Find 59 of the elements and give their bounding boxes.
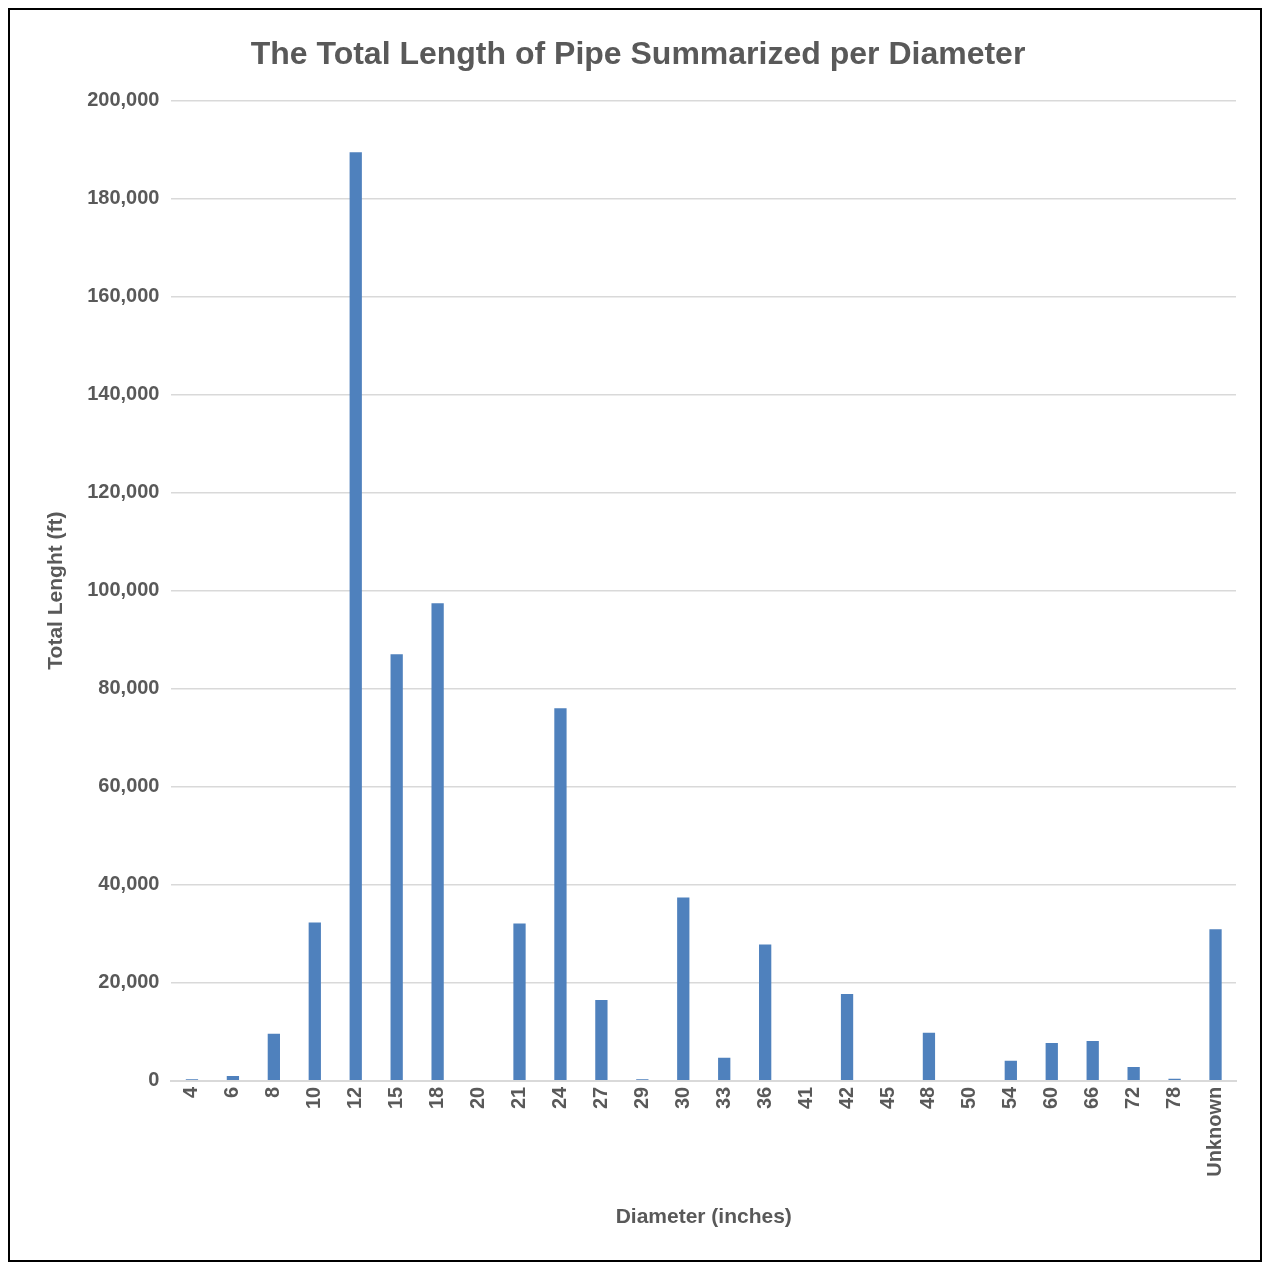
x-tick-label: 27 bbox=[588, 1086, 611, 1110]
bar bbox=[1127, 1067, 1140, 1081]
x-tick-label: 66 bbox=[1080, 1086, 1103, 1110]
x-tick-label: 72 bbox=[1121, 1086, 1144, 1110]
bar bbox=[677, 897, 690, 1081]
y-tick-label: 140,000 bbox=[87, 382, 160, 405]
bar bbox=[513, 923, 526, 1081]
x-tick-label: 41 bbox=[793, 1086, 816, 1110]
x-tick-label: 48 bbox=[916, 1086, 939, 1110]
x-tick-label: 78 bbox=[1162, 1086, 1185, 1110]
bar bbox=[1045, 1043, 1058, 1081]
x-tick-label: 54 bbox=[998, 1085, 1021, 1110]
bar bbox=[308, 922, 321, 1081]
x-tick-label: 50 bbox=[957, 1086, 980, 1110]
bar bbox=[595, 999, 608, 1081]
y-tick-label: 20,000 bbox=[98, 970, 160, 993]
bar bbox=[267, 1033, 280, 1081]
y-tick-label: 160,000 bbox=[87, 284, 160, 306]
bar bbox=[1086, 1041, 1099, 1081]
x-tick-label: 42 bbox=[834, 1086, 857, 1110]
bar bbox=[1209, 929, 1222, 1081]
x-tick-label: 10 bbox=[302, 1086, 325, 1110]
x-tick-label: 8 bbox=[261, 1086, 284, 1098]
x-tick-label: 45 bbox=[875, 1086, 898, 1110]
x-tick-label: 60 bbox=[1039, 1086, 1062, 1110]
x-tick-label: 4 bbox=[179, 1085, 202, 1098]
x-tick-label: 24 bbox=[547, 1085, 570, 1110]
bar bbox=[840, 994, 854, 1081]
x-axis-title: Diameter (inches) bbox=[615, 1204, 792, 1228]
bar bbox=[718, 1057, 731, 1081]
bar bbox=[1004, 1060, 1017, 1081]
bar bbox=[390, 654, 403, 1081]
x-tick-label: 12 bbox=[343, 1086, 366, 1110]
x-tick-label: 29 bbox=[629, 1086, 652, 1110]
bar bbox=[922, 1032, 936, 1081]
x-tick-label: 21 bbox=[507, 1086, 530, 1110]
bar bbox=[431, 603, 444, 1081]
x-tick-label: 20 bbox=[466, 1086, 489, 1110]
y-tick-label: 0 bbox=[148, 1068, 160, 1091]
y-tick-label: 40,000 bbox=[98, 872, 160, 895]
y-tick-label: 60,000 bbox=[98, 774, 160, 797]
bar bbox=[759, 944, 772, 1081]
bar bbox=[349, 152, 362, 1081]
chart-title: The Total Length of Pipe Summarized per Diameter bbox=[250, 35, 1026, 72]
y-tick-label: 200,000 bbox=[87, 87, 160, 110]
x-tick-label: Unknown bbox=[1203, 1086, 1226, 1177]
bar bbox=[226, 1075, 240, 1081]
x-tick-label: 33 bbox=[711, 1086, 734, 1110]
x-tick-label: 36 bbox=[752, 1086, 775, 1110]
y-axis-title: Total Lenght (ft) bbox=[43, 511, 67, 670]
x-tick-label: 18 bbox=[425, 1086, 448, 1110]
y-tick-label: 120,000 bbox=[87, 480, 160, 503]
y-tick-label: 80,000 bbox=[98, 676, 160, 699]
bar bbox=[554, 708, 567, 1081]
y-tick-label: 180,000 bbox=[87, 185, 160, 208]
y-tick-label: 100,000 bbox=[87, 578, 160, 601]
x-tick-label: 15 bbox=[384, 1086, 407, 1110]
x-tick-label: 6 bbox=[220, 1086, 243, 1098]
x-tick-label: 30 bbox=[670, 1086, 693, 1110]
